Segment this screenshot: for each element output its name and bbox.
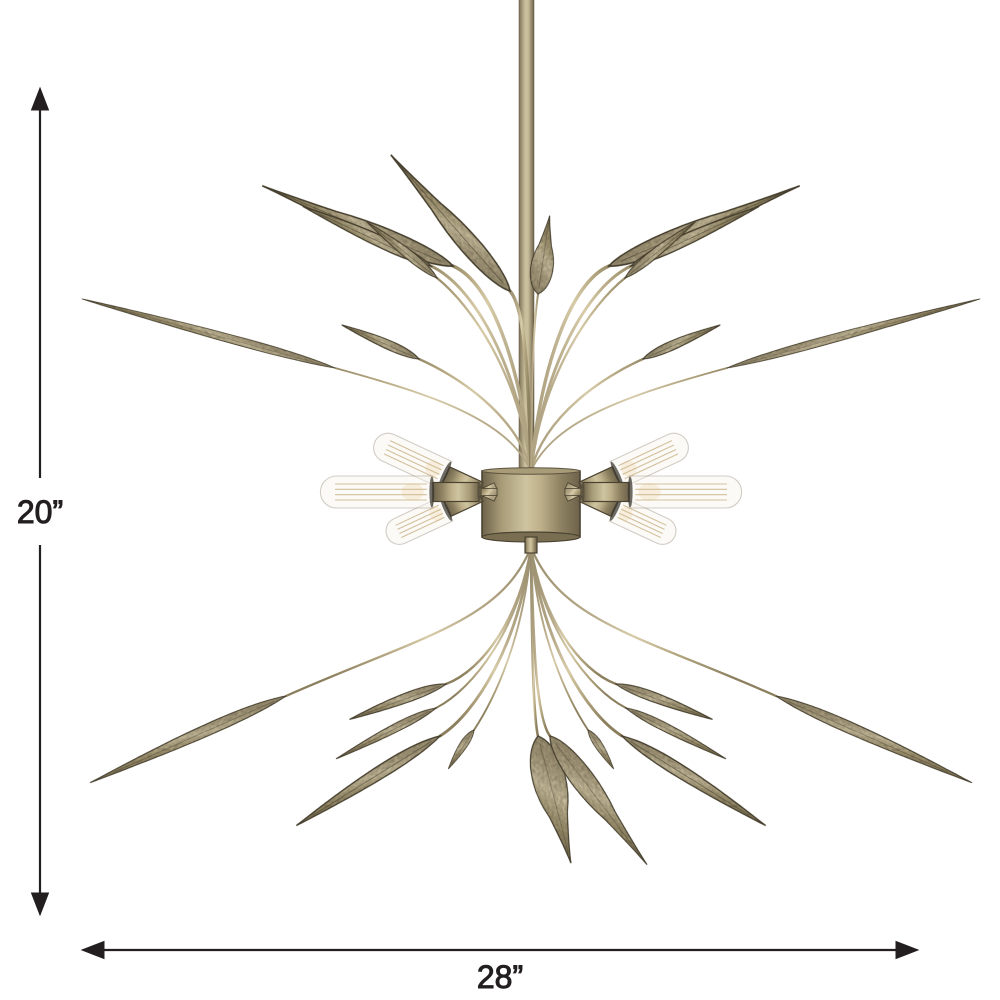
- svg-text:20”: 20”: [17, 494, 63, 530]
- svg-text:28”: 28”: [477, 959, 523, 995]
